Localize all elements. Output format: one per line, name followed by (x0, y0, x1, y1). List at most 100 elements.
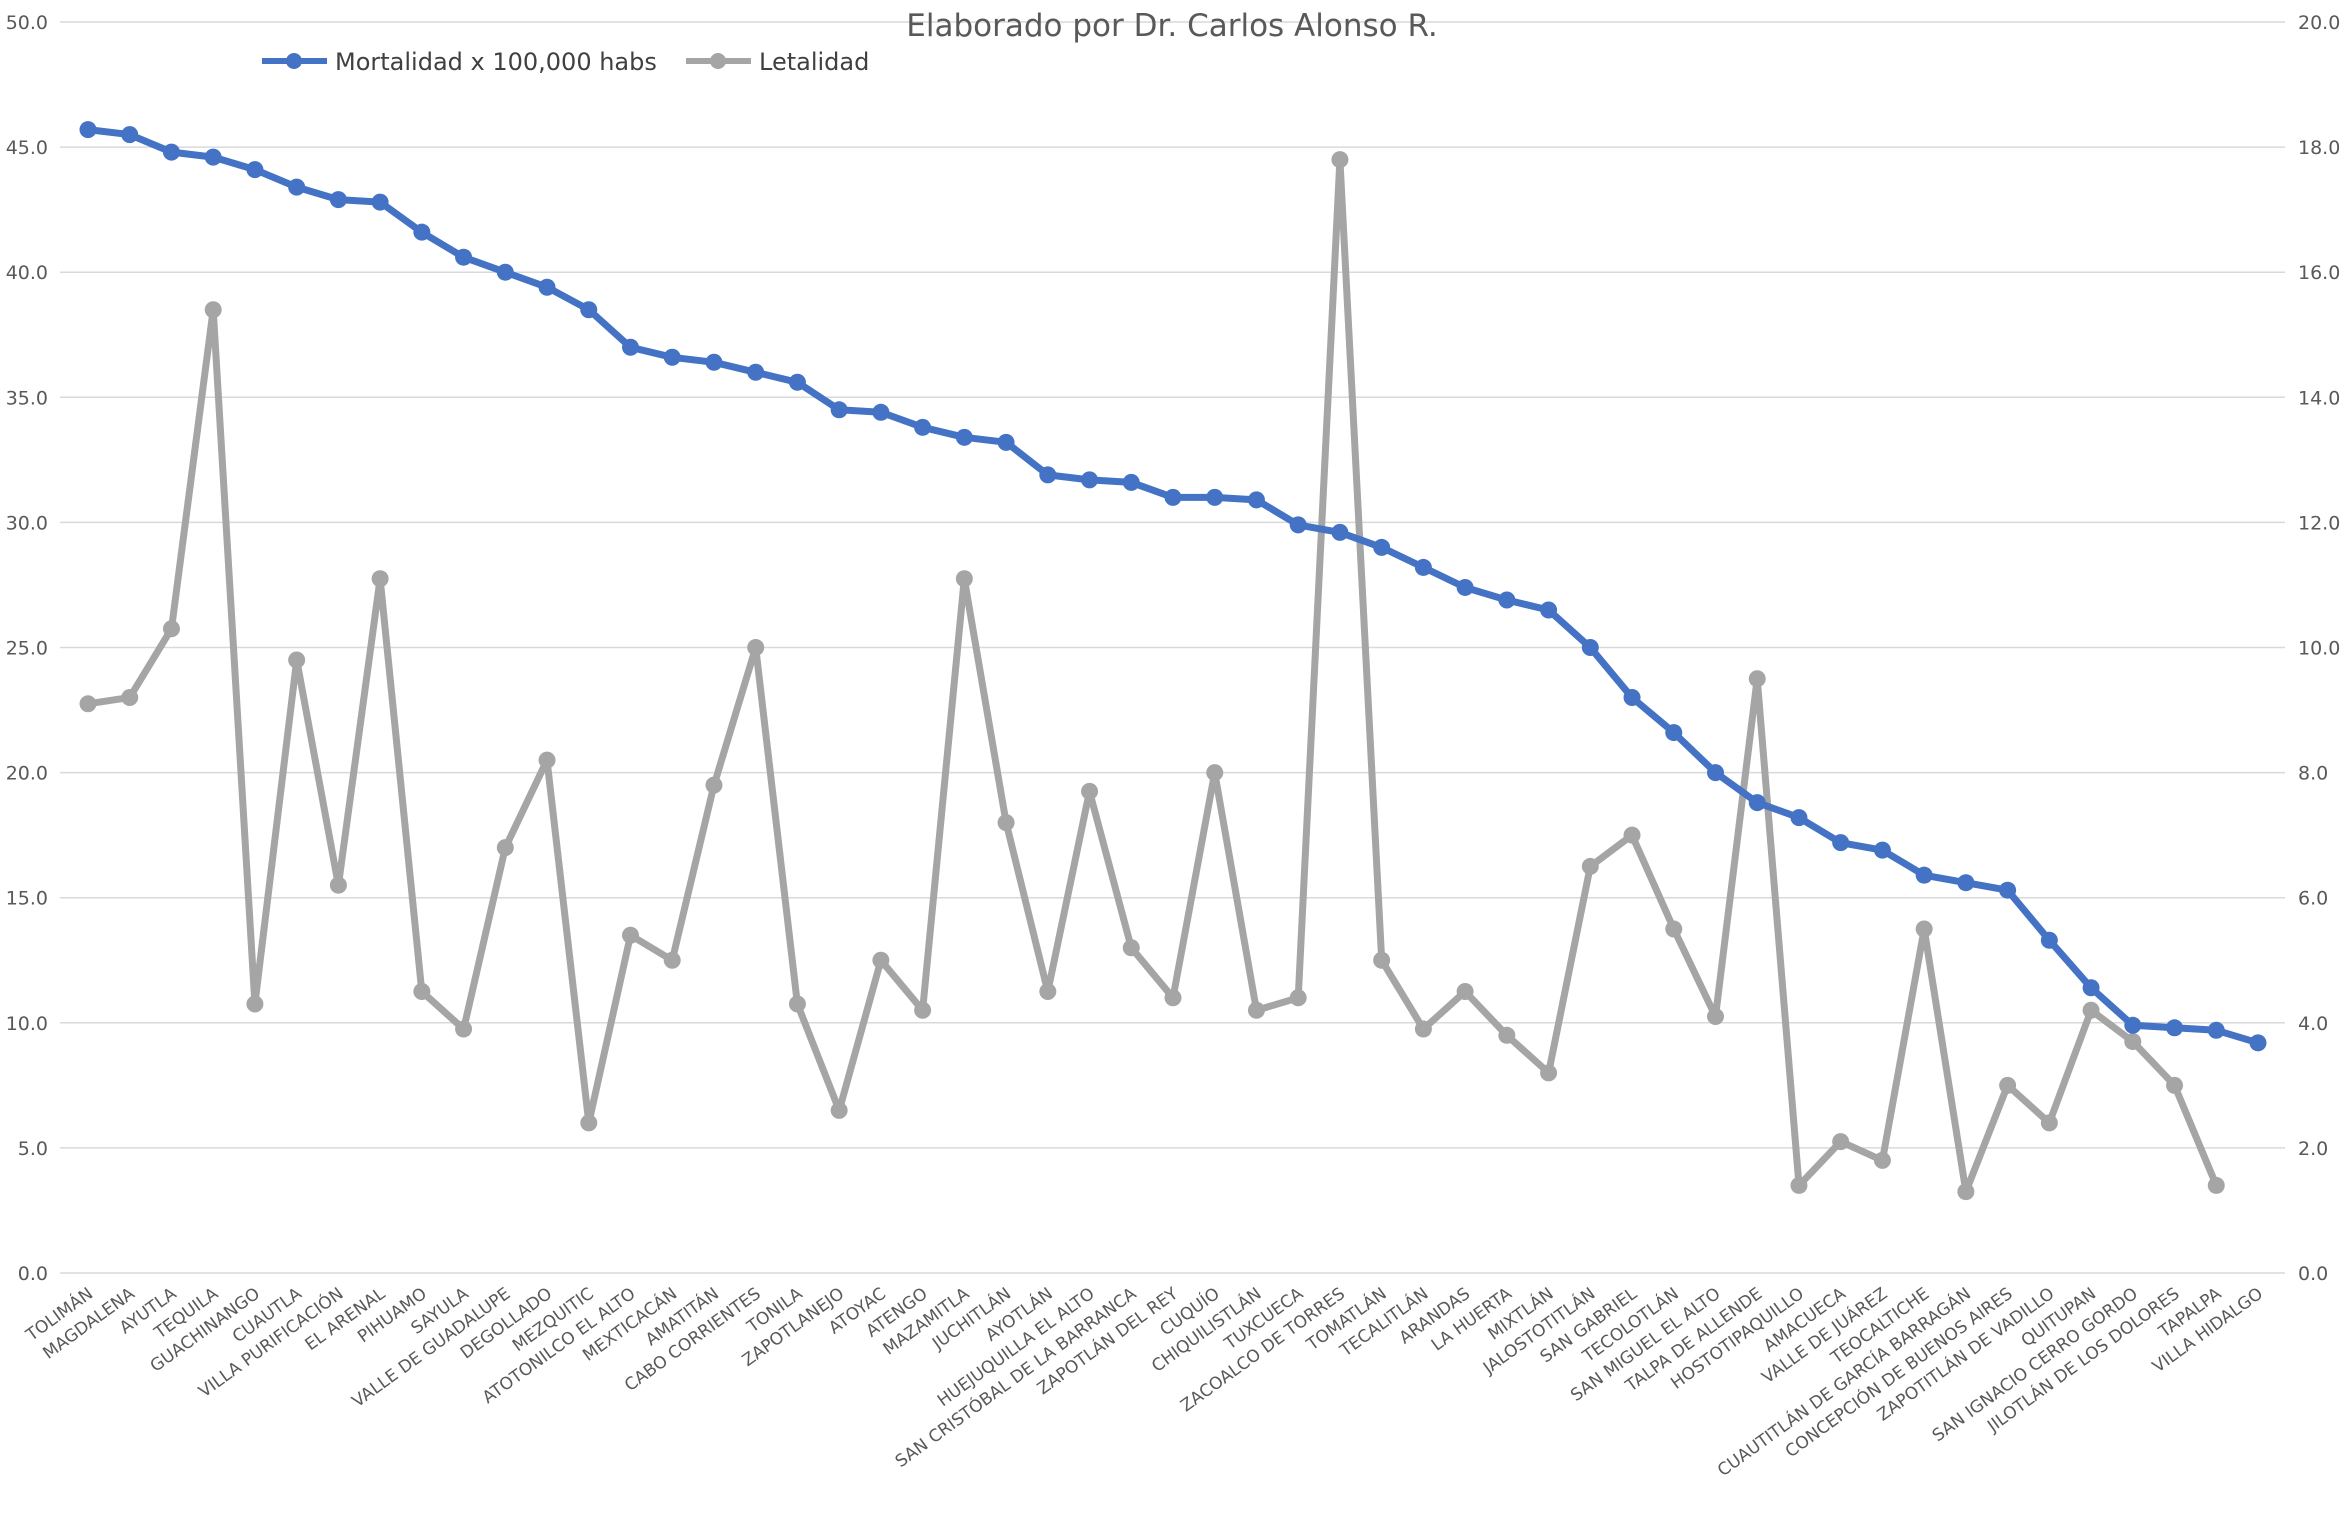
y2-tick-label: 10.0 (2298, 638, 2340, 660)
data-point (79, 695, 97, 713)
data-point (288, 178, 306, 196)
data-point (1081, 782, 1099, 800)
data-point (1832, 834, 1850, 852)
data-point (1832, 1133, 1850, 1151)
data-point (1122, 939, 1140, 957)
data-point (2082, 1001, 2100, 1019)
data-point (1999, 881, 2017, 899)
data-point (2124, 1016, 2142, 1034)
data-point (2207, 1021, 2225, 1039)
data-point (538, 278, 556, 296)
data-point (204, 148, 222, 166)
data-point (413, 983, 431, 1001)
data-point (1164, 989, 1182, 1007)
legend-marker-letalidad (710, 53, 726, 69)
data-point (1247, 491, 1265, 509)
data-point (121, 689, 139, 707)
data-point (955, 428, 973, 446)
data-point (997, 814, 1015, 832)
data-point (329, 876, 347, 894)
data-point (955, 570, 973, 588)
series-lines (79, 121, 2267, 1201)
data-point (1206, 488, 1224, 506)
data-point (1039, 983, 1057, 1001)
series-0 (79, 121, 2267, 1052)
data-point (1498, 1026, 1516, 1044)
data-point (1206, 764, 1224, 782)
data-point (2249, 1034, 2267, 1052)
data-point (1623, 826, 1641, 844)
y2-tick-label: 4.0 (2298, 1013, 2328, 1035)
data-point (747, 639, 765, 656)
y-tick-label: 20.0 (6, 763, 48, 785)
data-point (788, 995, 806, 1013)
data-point (1581, 639, 1599, 656)
data-point (747, 363, 765, 381)
data-point (2040, 931, 2058, 949)
legend-label-mortalidad: Mortalidad x 100,000 habs (335, 48, 657, 76)
legend-item-mortalidad: Mortalidad x 100,000 habs (262, 48, 657, 76)
data-point (1331, 151, 1349, 169)
series-1 (79, 151, 2225, 1201)
data-point (1999, 1076, 2017, 1094)
data-point (413, 223, 431, 241)
data-point (1707, 764, 1724, 782)
data-point (663, 348, 681, 366)
data-point (1414, 558, 1432, 576)
data-point (622, 338, 639, 356)
data-point (1707, 1008, 1724, 1026)
data-point (1247, 1001, 1265, 1019)
data-point (1122, 473, 1140, 491)
legend: Mortalidad x 100,000 habs Letalidad (262, 48, 869, 76)
data-point (1331, 523, 1349, 541)
gridlines (60, 21, 2285, 1274)
data-point (121, 126, 139, 144)
data-point (1873, 1151, 1891, 1169)
data-point (1498, 591, 1516, 609)
data-point (1748, 670, 1766, 688)
data-point (872, 951, 890, 969)
legend-marker-mortalidad (286, 53, 302, 69)
data-point (2124, 1033, 2142, 1051)
y2-tick-label: 16.0 (2298, 262, 2340, 284)
legend-item-letalidad: Letalidad (686, 48, 869, 76)
data-point (788, 373, 806, 391)
data-point (246, 995, 264, 1013)
series-line (87, 156, 2220, 1196)
data-point (1289, 989, 1307, 1007)
data-point (1081, 471, 1099, 489)
category-labels: TOLIMÁNMAGDALENAAYUTLATEQUILAGUACHINANGO… (21, 1282, 2267, 1481)
data-point (1915, 920, 1933, 938)
data-point (997, 433, 1015, 451)
data-point (1665, 920, 1683, 938)
y-tick-label: 10.0 (6, 1013, 48, 1035)
data-point (162, 143, 180, 161)
data-point (705, 353, 723, 371)
chart-title: Elaborado por Dr. Carlos Alonso R. (906, 8, 1437, 44)
data-point (162, 620, 180, 638)
data-point (1581, 857, 1599, 875)
data-point (1623, 689, 1641, 707)
data-point (1289, 516, 1307, 534)
y-tick-label: 30.0 (6, 512, 48, 534)
data-point (371, 193, 389, 211)
data-point (1957, 874, 1975, 892)
data-point (2166, 1076, 2184, 1094)
data-point (329, 191, 347, 209)
y2-tick-label: 8.0 (2298, 763, 2328, 785)
data-point (580, 301, 598, 319)
y-tick-label: 5.0 (18, 1138, 48, 1160)
y2-tick-label: 14.0 (2298, 387, 2340, 409)
data-point (2040, 1114, 2058, 1132)
data-point (371, 570, 389, 588)
y2-tick-label: 0.0 (2298, 1263, 2328, 1285)
data-point (1373, 951, 1391, 969)
data-point (2207, 1176, 2225, 1194)
left-axis-ticks: 0.0 5.0 10.0 15.0 20.0 25.0 30.0 35.0 40.0 45.0 50… (6, 12, 48, 1285)
data-point (1373, 538, 1391, 556)
data-point (622, 926, 639, 944)
data-point (1748, 794, 1766, 812)
data-point (1915, 866, 1933, 884)
data-point (914, 418, 932, 436)
